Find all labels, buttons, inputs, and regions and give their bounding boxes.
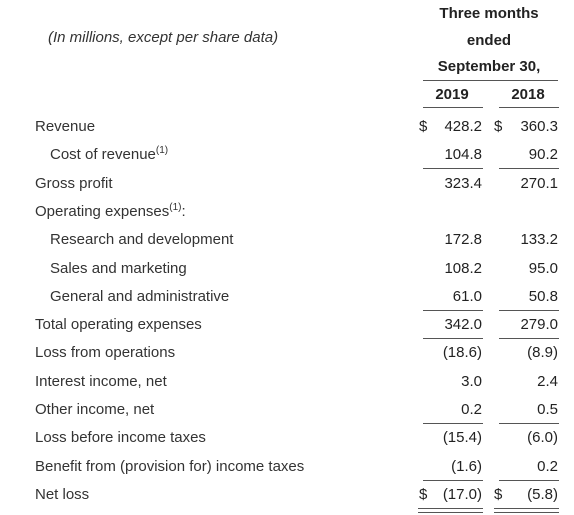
label-text: General and administrative: [50, 287, 230, 305]
footnote-ref: (1): [155, 145, 169, 157]
cell-rule: [499, 423, 559, 424]
row-label: General and administrative: [50, 288, 229, 306]
row-label: Other income, net: [35, 401, 154, 419]
label-text: Other income, net: [35, 401, 155, 418]
cell-rule: [423, 423, 483, 424]
row-label: Total operating expenses: [35, 316, 202, 334]
cell-value: 0.2: [537, 457, 558, 475]
cell-value: (18.6): [442, 344, 482, 362]
cell-value: 3.0: [461, 372, 482, 390]
column-header: Three months: [439, 5, 539, 22]
row-label: Interest income, net: [35, 373, 167, 391]
cell-rule: [423, 479, 483, 481]
currency-sign: $: [494, 118, 503, 135]
total-double-rule: [494, 507, 559, 513]
column-header: ended: [466, 31, 512, 49]
label-text: Net loss: [35, 485, 90, 503]
cell-value: 342.0: [444, 316, 482, 334]
column-header: September 30,: [437, 58, 541, 75]
cell-rule: [499, 479, 559, 481]
cell-value: (8.9): [527, 344, 558, 362]
cell-value: 133.2: [520, 231, 558, 249]
cell-value: 172.8: [444, 231, 482, 249]
cell-value: (5.8): [527, 485, 558, 503]
footnote-ref: (1): [169, 201, 182, 213]
row-label: Loss from operations: [35, 344, 175, 362]
row-label: Loss before income taxes: [35, 429, 206, 447]
row-label: Gross profit: [35, 175, 113, 193]
label-text: Total operating expenses: [35, 316, 202, 334]
cell-rule: [423, 309, 483, 311]
row-label: Operating expenses(1):: [35, 201, 186, 221]
label-text: Gross profit: [35, 174, 113, 192]
table-note: (In millions, except per share data): [48, 29, 279, 46]
label-text: Loss before income taxes: [35, 429, 206, 447]
cell-value: 428.2: [444, 118, 482, 135]
label-text: Research and development: [50, 231, 234, 249]
row-label: Cost of revenue(1): [50, 146, 168, 164]
cell-value: (17.0): [442, 485, 482, 503]
cell-rule: [499, 168, 559, 170]
label-text: Loss from operations: [35, 344, 176, 362]
year-header: 2018: [511, 86, 545, 103]
cell-value: 0.5: [537, 401, 558, 418]
cell-value: (1.6): [451, 457, 482, 475]
cell-value: 104.8: [444, 146, 482, 164]
row-label: Benefit from (provision for) income taxe…: [35, 458, 304, 476]
label-text: Operating expenses: [35, 202, 170, 220]
row-label: Revenue: [35, 118, 95, 136]
cell-value: 2.4: [537, 372, 558, 390]
cell-value: 108.2: [444, 259, 482, 277]
cell-value: 323.4: [444, 174, 482, 192]
currency-sign: $: [494, 485, 503, 503]
cell-value: (15.4): [442, 429, 482, 447]
cell-rule: [499, 309, 559, 311]
cell-rule: [423, 338, 483, 340]
year-rule: [499, 107, 559, 108]
cell-value: 0.2: [461, 401, 482, 418]
cell-value: 270.1: [520, 174, 558, 192]
currency-sign: $: [419, 118, 428, 135]
header-rule: [423, 80, 558, 81]
label-text: Sales and marketing: [50, 259, 187, 277]
label-text: Interest income, net: [35, 372, 167, 390]
total-double-rule: [418, 507, 483, 513]
label-suffix: :: [181, 202, 186, 220]
cell-value: 90.2: [528, 146, 558, 164]
year-rule: [423, 107, 483, 108]
cell-value: 360.3: [520, 118, 558, 135]
label-text: Benefit from (provision for) income taxe…: [35, 457, 305, 475]
row-label: Sales and marketing: [50, 260, 187, 278]
year-header: 2019: [435, 86, 469, 103]
cell-value: 61.0: [452, 287, 482, 305]
cell-value: 50.8: [528, 287, 558, 305]
cell-value: 95.0: [528, 259, 558, 277]
cell-rule: [499, 338, 559, 340]
row-label: Research and development: [50, 231, 233, 249]
row-label: Net loss: [35, 486, 89, 504]
cell-value: (6.0): [527, 429, 558, 447]
cell-rule: [423, 168, 483, 170]
cell-value: 279.0: [520, 316, 558, 334]
label-text: Cost of revenue: [50, 146, 156, 164]
label-text: Revenue: [35, 118, 96, 135]
currency-sign: $: [419, 485, 428, 503]
